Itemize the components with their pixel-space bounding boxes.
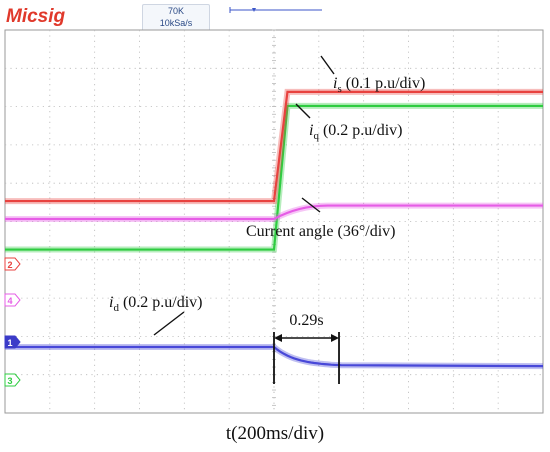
- trace-is: [5, 104, 543, 251]
- angle-pointer: [301, 197, 321, 213]
- trigger-position-indicator: [229, 7, 322, 13]
- id-annotation: id (0.2 p.u/div): [109, 294, 203, 314]
- trace-angle: [5, 204, 543, 221]
- trace-iq: [5, 90, 543, 203]
- memory-depth: 70K: [167, 6, 184, 16]
- channel-4-label: 4: [7, 296, 12, 306]
- channel-2-label: 2: [7, 260, 12, 270]
- trace-id: [5, 345, 544, 368]
- x-axis-label: t(200ms/div): [225, 423, 325, 444]
- iq-annotation: iq (0.2 p.u/div): [309, 122, 403, 142]
- channel-3-marker: [4, 373, 21, 387]
- iq-pointer: [295, 103, 311, 119]
- channel-2-marker: [4, 257, 21, 271]
- channel-3-label: 3: [7, 376, 12, 386]
- channel-1-label: 1: [7, 338, 12, 348]
- brand-logo: Micsig: [6, 6, 66, 27]
- is-annotation: is (0.1 p.u/div): [333, 75, 425, 95]
- delay-label: 0.29s: [289, 312, 323, 329]
- id-pointer: [153, 311, 185, 336]
- angle-annotation: Current angle (36°/div): [246, 223, 395, 240]
- is-pointer: [320, 55, 335, 75]
- sample-rate: 10kSa/s: [159, 18, 193, 28]
- delay-arrow-head-right: [331, 334, 340, 342]
- channel-4-marker: [4, 293, 21, 307]
- channel-1-marker: [4, 335, 21, 349]
- delay-arrow-head-left: [274, 334, 282, 342]
